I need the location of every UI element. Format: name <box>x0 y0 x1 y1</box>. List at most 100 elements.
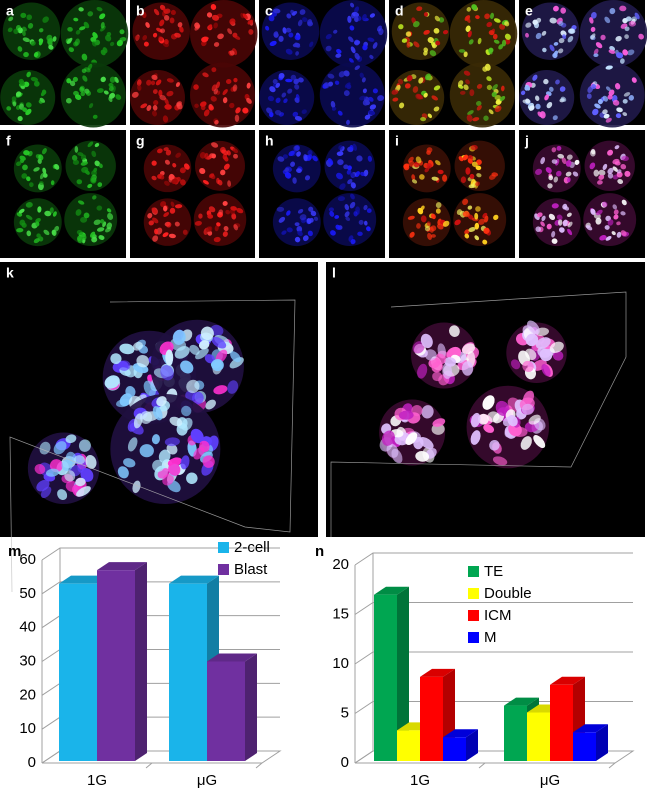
nucleus <box>482 239 488 245</box>
nucleus <box>461 361 474 376</box>
embryo <box>65 140 116 192</box>
nucleus <box>269 40 277 47</box>
nucleus <box>82 75 88 82</box>
nucleus <box>442 220 450 227</box>
nucleus <box>160 201 167 208</box>
nucleus <box>638 33 644 40</box>
nucleus <box>406 75 413 82</box>
nucleus <box>620 58 625 64</box>
nucleus <box>72 76 79 82</box>
nucleus <box>234 35 241 40</box>
nucleus <box>561 157 567 165</box>
nucleus <box>273 31 279 37</box>
nucleus <box>131 91 139 98</box>
nucleus <box>302 235 309 242</box>
nucleus <box>294 84 300 90</box>
nucleus <box>500 85 505 92</box>
nucleus <box>51 229 57 236</box>
nucleus <box>151 207 158 214</box>
nucleus <box>80 154 87 161</box>
nucleus <box>401 38 408 43</box>
nucleus <box>430 225 437 232</box>
nucleus <box>166 78 174 83</box>
nucleus <box>81 166 89 173</box>
nucleus <box>425 73 431 81</box>
nucleus <box>272 79 278 84</box>
nucleus <box>211 67 217 73</box>
nucleus <box>624 34 629 39</box>
nucleus <box>433 28 440 34</box>
nucleus <box>91 236 98 243</box>
nucleus <box>142 11 147 19</box>
nucleus <box>335 53 342 58</box>
nucleus <box>146 105 152 111</box>
nucleus <box>331 106 337 111</box>
nucleus <box>337 110 343 116</box>
nucleus <box>520 90 526 96</box>
y-tick-label: 5 <box>341 704 349 721</box>
nucleus <box>290 74 297 81</box>
nucleus <box>132 480 141 494</box>
nucleus <box>294 222 300 227</box>
nucleus <box>158 89 163 97</box>
nucleus <box>435 202 442 209</box>
nucleus <box>299 9 306 15</box>
nucleus <box>525 32 529 38</box>
nucleus <box>437 223 444 230</box>
nucleus <box>590 26 596 32</box>
nucleus <box>486 76 492 82</box>
nucleus <box>153 100 159 106</box>
nucleus <box>624 170 631 177</box>
nucleus <box>572 171 579 177</box>
nucleus <box>8 16 14 22</box>
nucleus <box>11 96 17 102</box>
nucleus <box>411 405 423 417</box>
panel-label: n <box>315 543 324 560</box>
nucleus <box>558 37 565 44</box>
nucleus <box>53 441 67 455</box>
nucleus <box>548 86 554 92</box>
embryo <box>453 193 507 247</box>
nucleus <box>555 79 560 85</box>
nucleus <box>190 428 204 444</box>
panel-label: j <box>524 133 529 149</box>
embryo <box>449 62 515 128</box>
nucleus <box>369 104 377 110</box>
nucleus <box>71 155 78 161</box>
nucleus <box>333 29 338 34</box>
bar-top <box>550 676 585 685</box>
nucleus <box>282 154 288 159</box>
nucleus <box>26 230 32 237</box>
bar <box>97 562 147 761</box>
nucleus <box>337 196 346 202</box>
nucleus <box>524 85 530 91</box>
nucleus <box>177 22 183 28</box>
nucleus <box>574 159 580 165</box>
nucleus <box>398 78 404 85</box>
bar-side <box>466 729 478 761</box>
nucleus <box>202 179 209 185</box>
nucleus <box>622 98 628 104</box>
nucleus <box>424 167 430 173</box>
nucleus <box>72 159 80 166</box>
nucleus <box>234 114 240 122</box>
nucleus <box>624 26 630 32</box>
nucleus <box>268 15 275 22</box>
nucleus <box>309 41 314 48</box>
nucleus <box>12 101 17 107</box>
nucleus <box>201 36 209 43</box>
nucleus <box>75 209 82 216</box>
nucleus <box>344 82 351 88</box>
nucleus <box>242 107 249 114</box>
nucleus <box>467 110 474 116</box>
nucleus <box>151 160 157 166</box>
nucleus <box>139 444 154 458</box>
nucleus <box>195 347 209 360</box>
nucleus <box>405 432 418 446</box>
nucleus <box>408 156 414 163</box>
nucleus <box>323 82 330 89</box>
nucleus <box>463 51 468 58</box>
nucleus <box>407 215 415 220</box>
nucleus <box>285 48 293 55</box>
nucleus <box>488 49 493 55</box>
